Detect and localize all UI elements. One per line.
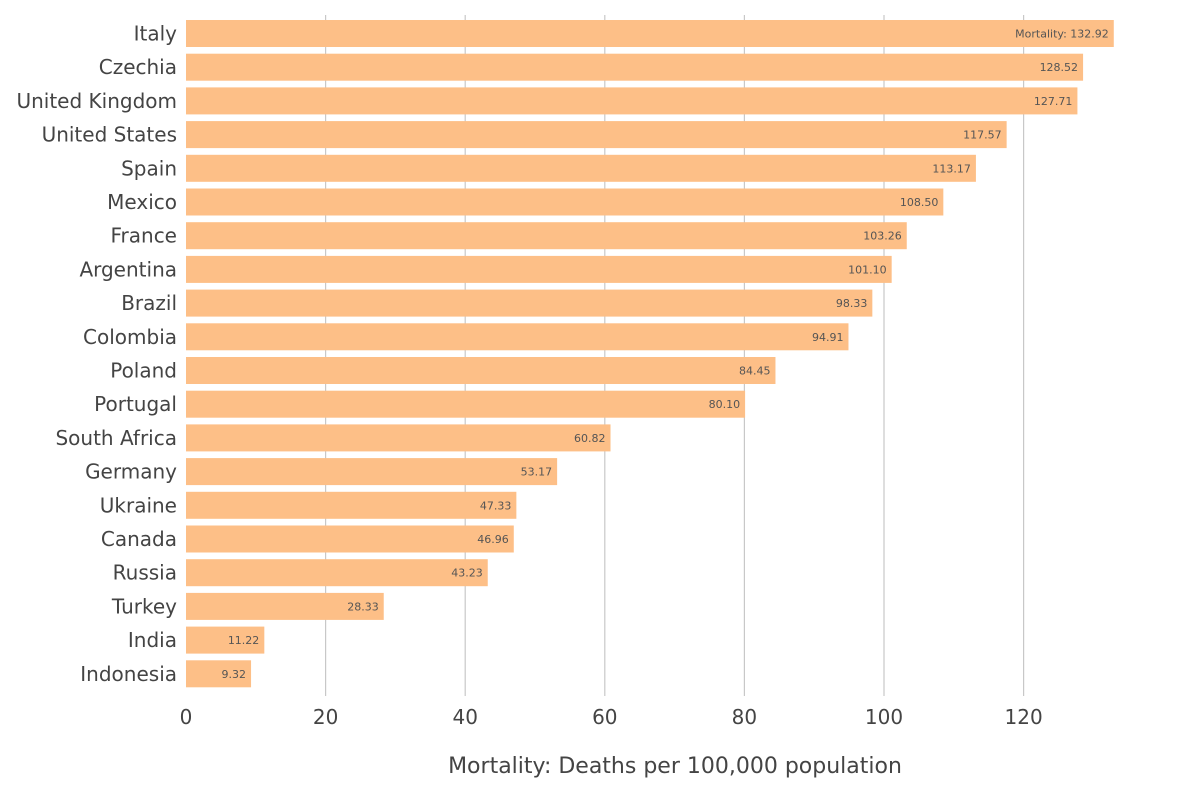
- data-label: 80.10: [709, 398, 741, 411]
- x-tick-label: 80: [732, 705, 757, 729]
- data-labels: Mortality: 132.92 128.52 127.71 117.57 113.1…: [222, 28, 1109, 681]
- data-label: 94.91: [812, 331, 844, 344]
- bar: [186, 188, 944, 216]
- category-label: India: [128, 628, 177, 652]
- data-label: 84.45: [739, 365, 771, 378]
- data-label: 113.17: [932, 162, 971, 175]
- category-labels: Italy Czechia United Kingdom United States S…: [16, 22, 177, 686]
- category-label: Turkey: [111, 594, 177, 618]
- category-label: United Kingdom: [16, 89, 177, 113]
- data-label: 128.52: [1040, 61, 1079, 74]
- x-tick-label: 120: [1005, 705, 1043, 729]
- category-label: Italy: [134, 22, 178, 46]
- bar: [186, 458, 558, 486]
- bar: [186, 424, 611, 452]
- data-label: 127.71: [1034, 95, 1073, 108]
- category-label: Russia: [113, 561, 177, 585]
- x-tick-label: 0: [180, 705, 193, 729]
- bars: [186, 20, 1114, 688]
- category-label: Canada: [101, 527, 177, 551]
- data-label: 43.23: [451, 567, 483, 580]
- x-tick-label: 100: [865, 705, 903, 729]
- data-label: 9.32: [222, 668, 247, 681]
- category-label: Czechia: [99, 55, 177, 79]
- bar: [186, 121, 1007, 149]
- bar: [186, 154, 976, 182]
- data-label: 117.57: [963, 129, 1002, 142]
- category-label: Poland: [110, 359, 177, 383]
- bar: [186, 87, 1078, 115]
- bar: [186, 357, 776, 384]
- bar: [186, 525, 514, 553]
- bar: [186, 626, 265, 654]
- data-label: 47.33: [480, 499, 512, 512]
- category-label: Spain: [121, 156, 177, 180]
- x-axis-title: Mortality: Deaths per 100,000 population: [448, 754, 902, 779]
- bar: [186, 660, 252, 688]
- data-label: 98.33: [836, 297, 868, 310]
- x-tick-label: 60: [592, 705, 617, 729]
- bar: [186, 289, 873, 317]
- category-label: Brazil: [121, 291, 177, 315]
- data-label: 103.26: [863, 230, 902, 243]
- data-label: 46.96: [477, 533, 509, 546]
- data-label: 108.50: [900, 196, 939, 209]
- bar: [186, 53, 1084, 81]
- category-label: Germany: [85, 460, 177, 484]
- bar: [186, 491, 517, 519]
- bar: [186, 222, 907, 250]
- x-tick-label: 40: [452, 705, 477, 729]
- bar: [186, 255, 892, 283]
- data-label: 60.82: [574, 432, 606, 445]
- bar: [186, 323, 849, 351]
- category-label: Colombia: [83, 325, 177, 349]
- bar: [186, 390, 746, 418]
- category-label: Indonesia: [80, 662, 177, 686]
- bar: [186, 592, 384, 620]
- category-label: Ukraine: [100, 493, 177, 517]
- x-axis-ticks: 0 20 40 60 80 100 120: [180, 705, 1043, 729]
- category-label: Argentina: [79, 257, 177, 281]
- category-label: France: [110, 224, 177, 248]
- x-tick-label: 20: [313, 705, 338, 729]
- category-label: United States: [42, 123, 177, 147]
- category-label: Portugal: [94, 392, 177, 416]
- category-label: South Africa: [55, 426, 177, 450]
- data-label: Mortality: 132.92: [1015, 28, 1109, 41]
- data-label: 101.10: [848, 263, 887, 276]
- grid-lines: [325, 15, 1025, 696]
- bar: [186, 559, 488, 587]
- data-label: 11.22: [228, 634, 260, 647]
- data-label: 28.33: [347, 600, 379, 613]
- category-label: Mexico: [107, 190, 177, 214]
- data-label: 53.17: [521, 466, 553, 479]
- bar: [186, 20, 1114, 47]
